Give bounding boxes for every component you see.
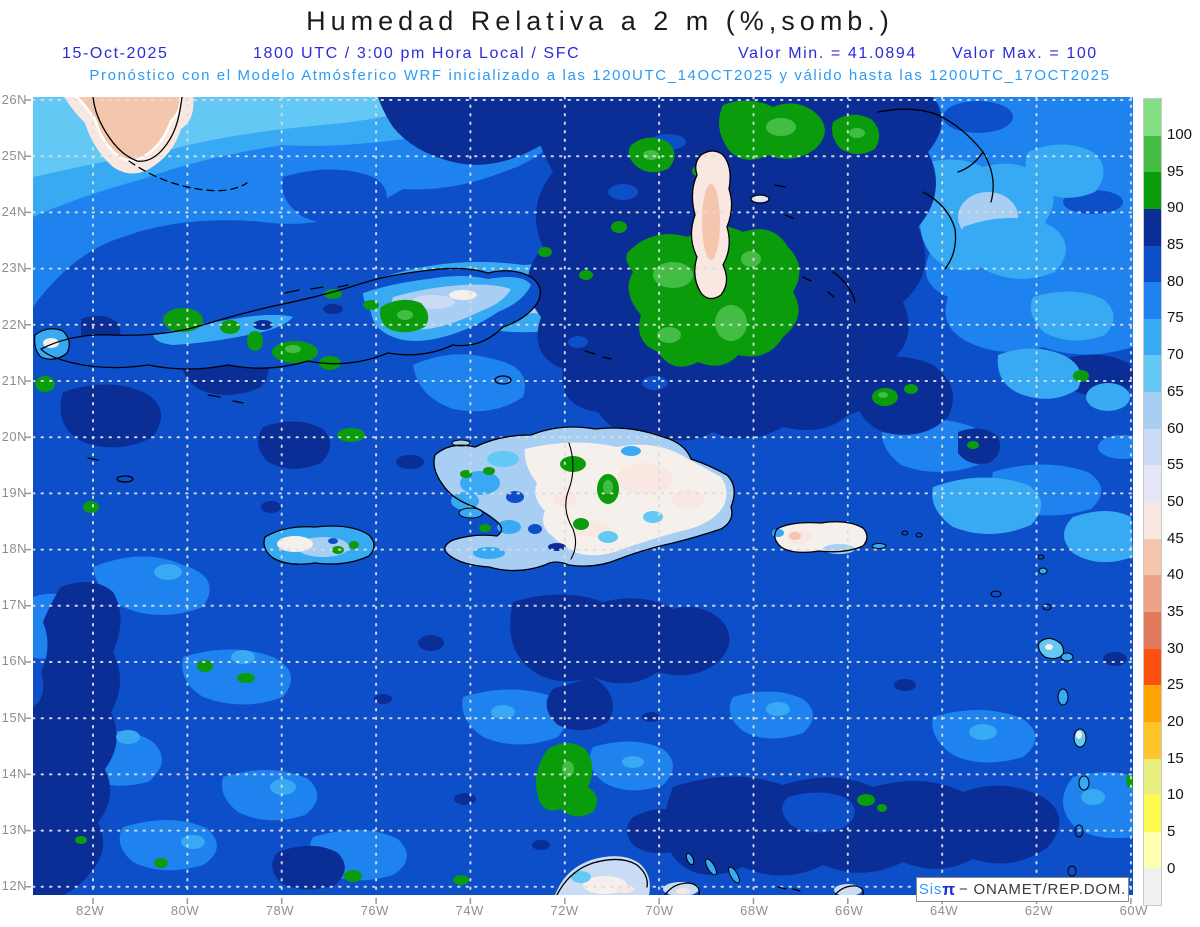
colorbar-band [1144,465,1161,503]
colorbar-label: 10 [1167,786,1184,804]
lon-label: 80W [170,903,200,918]
colorbar-band [1144,99,1161,136]
colorbar-label: 15 [1167,749,1184,767]
colorbar-band [1144,428,1161,466]
lat-label: 25N [1,148,27,164]
lat-label: 12N [1,877,27,893]
subtitle-time: 1800 UTC / 3:00 pm Hora Local / SFC [253,45,581,62]
lat-label: 16N [1,653,27,669]
colorbar-label: 65 [1167,382,1184,400]
lat-axis: 26N 25N 24N 23N 22N 21N 20N 19N 18N 17N … [0,92,27,894]
valor-min: Valor Min. = 41.0894 [738,45,917,62]
colorbar-band [1144,282,1161,319]
colorbar-label: 35 [1167,602,1184,620]
lat-label: 17N [1,597,27,613]
colorbar-band [1144,831,1161,869]
lat-label: 26N [1,92,27,107]
colorbar-label: 90 [1167,199,1184,217]
map-canvas [25,97,1133,904]
sispi-brand: Sis [918,881,943,898]
lon-axis: 82W 80W 78W 76W 74W 72W 70W 68W 66W 64W … [76,903,1148,918]
colorbar-band [1144,611,1161,649]
colorbar-band [1144,355,1161,393]
colorbar-label: 30 [1167,639,1184,657]
colorbar-label: 5 [1167,823,1176,841]
forecast-line: Pronóstico con el Modelo Atmósferico WRF… [89,67,1111,84]
lat-label: 21N [1,372,27,388]
valor-max: Valor Max. = 100 [952,45,1098,62]
lon-label: 78W [265,903,294,918]
lat-label: 18N [1,541,27,557]
humidity-map [25,97,1133,904]
colorbar-band [1144,502,1161,539]
colorbar-band [1144,795,1161,832]
colorbar-label: 75 [1167,309,1184,327]
lat-label: 23N [1,260,27,276]
colorbar-band [1144,575,1161,612]
lat-label: 22N [1,316,27,332]
colorbar-band [1144,172,1161,209]
lat-ticks [25,99,31,888]
colorbar-band [1144,721,1161,759]
subtitle-date: 15-Oct-2025 [62,45,169,62]
colorbar-band [1144,135,1161,173]
lon-label: 72W [550,903,579,918]
colorbar-band [1144,685,1161,722]
lon-label: 70W [645,903,674,918]
coastlines [40,97,994,895]
colorbar-band [1144,538,1161,576]
lat-label: 13N [1,821,27,837]
colorbar-label: 95 [1167,162,1184,180]
lat-label: 24N [1,204,27,220]
page-title: Humedad Relativa a 2 m (%,somb.) [306,6,894,36]
attribution-box: Sis π − ONAMET/REP.DOM. [916,877,1129,902]
colorbar-label: 80 [1167,272,1184,290]
colorbar-label: 20 [1167,713,1184,730]
colorbar-band [1144,245,1161,283]
lon-label: 66W [835,903,864,918]
lat-label: 20N [1,428,27,444]
colorbar [1143,98,1162,906]
colorbar-label: 40 [1167,566,1184,584]
colorbar-label: 85 [1167,236,1184,254]
lon-label: 68W [740,903,769,918]
colorbar-label: 55 [1167,456,1184,474]
colorbar-band [1144,318,1161,356]
colorbar-label: 100 [1167,126,1193,143]
lon-label: 76W [360,903,389,918]
colorbar-band [1144,868,1161,906]
colorbar-label: 60 [1167,419,1184,437]
lon-label: 74W [455,903,484,918]
lon-label: 82W [76,903,105,918]
attribution-org: − ONAMET/REP.DOM. [958,881,1127,898]
colorbar-band [1144,208,1161,246]
colorbar-labels: 100 95 90 85 80 75 70 65 60 55 50 45 40 … [1167,126,1192,877]
lon-label: 64W [929,903,959,918]
lon-label: 62W [1024,903,1053,918]
colorbar-band [1144,758,1161,796]
colorbar-label: 45 [1167,529,1184,547]
lat-label: 15N [1,709,27,725]
colorbar-label: 0 [1167,859,1176,877]
lat-label: 19N [1,484,27,500]
colorbar-label: 50 [1167,492,1184,510]
colorbar-band [1144,392,1161,429]
colorbar-label: 70 [1167,346,1184,364]
lon-label: 60W [1119,903,1148,918]
lat-label: 14N [1,765,27,781]
colorbar-band [1144,648,1161,686]
pi-icon: π [942,879,956,899]
colorbar-label: 25 [1167,676,1184,694]
